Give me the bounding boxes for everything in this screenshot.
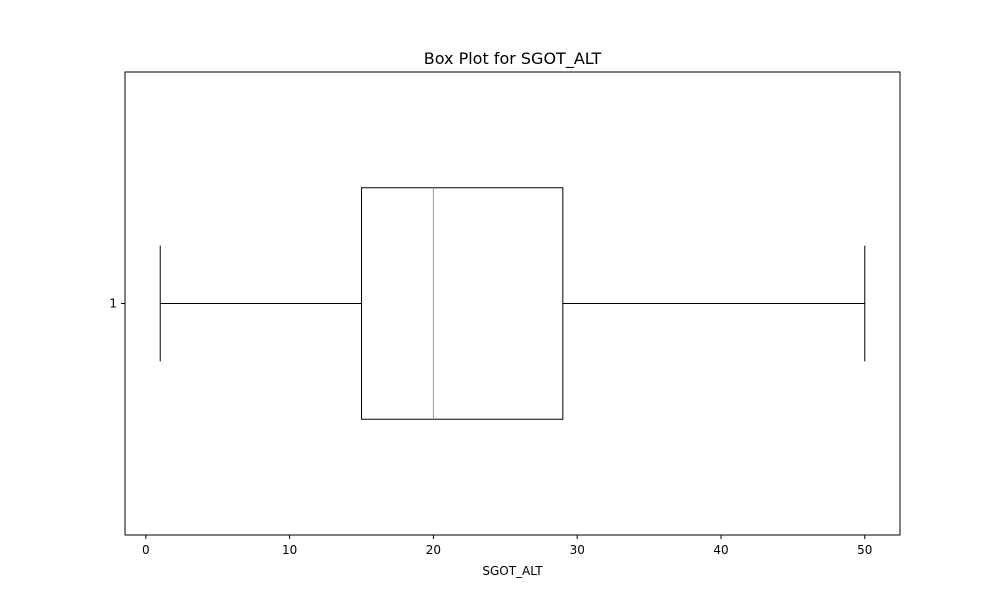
x-tick-label: 30 — [570, 543, 585, 557]
x-tick-label: 10 — [282, 543, 297, 557]
chart-title: Box Plot for SGOT_ALT — [424, 49, 602, 69]
plot-area — [159, 187, 866, 420]
box-iqr — [361, 187, 564, 420]
x-tick-label: 20 — [426, 543, 441, 557]
y-tick-label: 1 — [109, 297, 117, 311]
x-tick-label: 40 — [713, 543, 728, 557]
x-tick-label: 0 — [142, 543, 150, 557]
x-axis-label: SGOT_ALT — [482, 564, 543, 578]
x-tick-label: 50 — [857, 543, 872, 557]
y-axis: 1 — [109, 297, 125, 311]
x-axis: 0 10 20 30 40 50 — [142, 535, 872, 557]
